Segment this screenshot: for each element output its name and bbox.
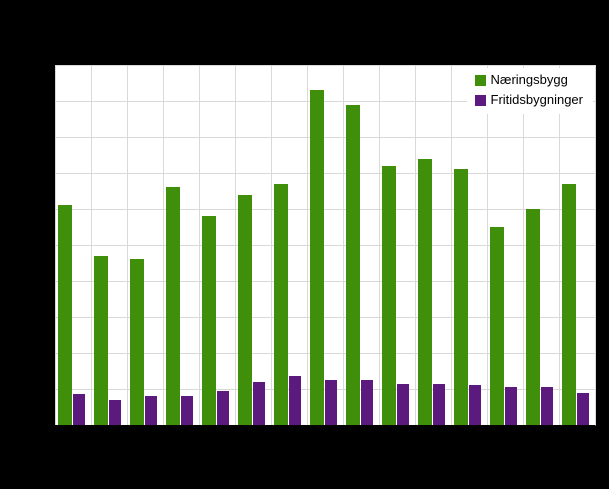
bar-group: [523, 65, 559, 425]
bar-naeringsbygg: [382, 165, 396, 425]
bar-group: [379, 65, 415, 425]
bar-group: [91, 65, 127, 425]
bar-group: [235, 65, 271, 425]
bar-naeringsbygg: [562, 183, 576, 425]
bar-fritidsbygninger: [289, 376, 301, 425]
bar-naeringsbygg: [166, 187, 180, 425]
legend-item-naeringsbygg: Næringsbygg: [474, 72, 584, 87]
bar-naeringsbygg: [94, 255, 108, 425]
bar-group: [127, 65, 163, 425]
legend: Næringsbygg Fritidsbygninger: [466, 68, 593, 114]
bar-naeringsbygg: [238, 194, 252, 425]
bar-fritidsbygninger: [217, 390, 229, 425]
bar-naeringsbygg: [202, 216, 216, 425]
bar-fritidsbygninger: [397, 383, 409, 425]
bar-fritidsbygninger: [181, 396, 193, 425]
bar-fritidsbygninger: [505, 387, 517, 425]
bar-fritidsbygninger: [361, 380, 373, 425]
bar-naeringsbygg: [526, 209, 540, 425]
bar-group: [415, 65, 451, 425]
bar-fritidsbygninger: [109, 399, 121, 425]
legend-label-fritidsbygninger: Fritidsbygninger: [490, 92, 584, 107]
bar-group: [199, 65, 235, 425]
bar-group: [55, 65, 91, 425]
bar-fritidsbygninger: [325, 380, 337, 425]
legend-label-naeringsbygg: Næringsbygg: [490, 72, 568, 87]
bar-naeringsbygg: [310, 90, 324, 425]
bar-fritidsbygninger: [145, 396, 157, 425]
bar-fritidsbygninger: [73, 394, 85, 425]
bar-fritidsbygninger: [541, 387, 553, 425]
bar-naeringsbygg: [130, 259, 144, 425]
bar-naeringsbygg: [346, 104, 360, 425]
legend-item-fritidsbygninger: Fritidsbygninger: [474, 92, 584, 107]
bar-naeringsbygg: [454, 169, 468, 425]
bar-fritidsbygninger: [469, 385, 481, 425]
plot-area: Næringsbygg Fritidsbygninger: [55, 65, 596, 426]
bars-layer: [55, 65, 595, 425]
bar-naeringsbygg: [490, 227, 504, 425]
bar-group: [343, 65, 379, 425]
bar-naeringsbygg: [274, 183, 288, 425]
bar-fritidsbygninger: [253, 381, 265, 425]
bar-group: [559, 65, 595, 425]
legend-swatch-fritidsbygninger-icon: [474, 94, 486, 106]
bar-group: [451, 65, 487, 425]
bar-fritidsbygninger: [577, 392, 589, 425]
bar-fritidsbygninger: [433, 383, 445, 425]
bar-naeringsbygg: [418, 158, 432, 425]
bar-group: [271, 65, 307, 425]
bar-naeringsbygg: [58, 205, 72, 425]
bar-group: [163, 65, 199, 425]
bar-group: [487, 65, 523, 425]
legend-swatch-naeringsbygg-icon: [474, 74, 486, 86]
bar-group: [307, 65, 343, 425]
